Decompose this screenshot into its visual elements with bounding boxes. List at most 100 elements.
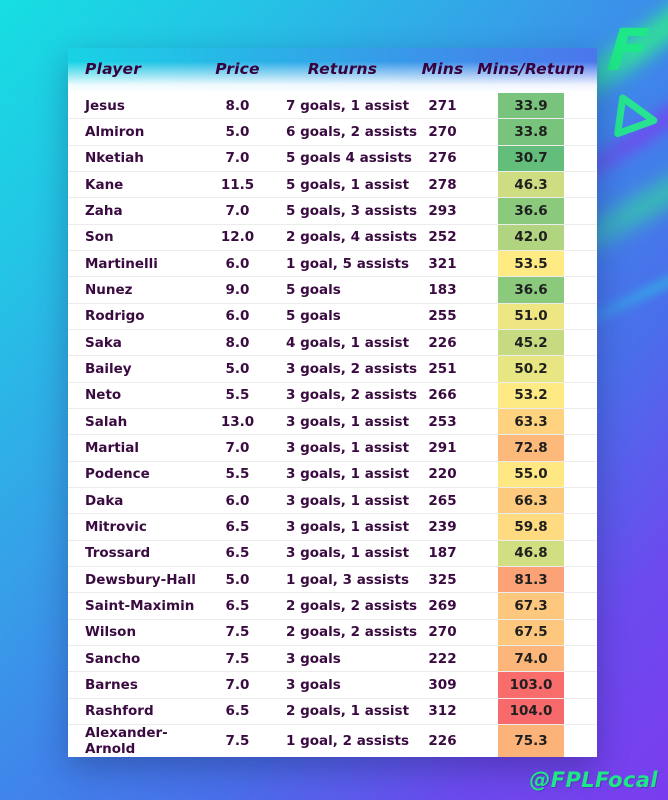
player-cell: Nunez bbox=[85, 281, 133, 298]
player-cell: Kane bbox=[85, 176, 124, 193]
table-row: Daka 6.0 3 goals, 1 assist 265 66.3 bbox=[68, 487, 597, 515]
mins-per-return-cell: 36.6 bbox=[498, 198, 564, 224]
mins-per-return-cell: 103.0 bbox=[498, 672, 564, 698]
mins-per-return-cell-wrap: 63.3 bbox=[465, 408, 597, 435]
mins-per-return-cell-wrap: 46.8 bbox=[465, 540, 597, 566]
mins-per-return-cell-wrap: 46.3 bbox=[465, 171, 597, 198]
column-header-price: Price bbox=[215, 59, 260, 78]
table-row: Rodrigo 6.0 5 goals 255 51.0 bbox=[68, 303, 597, 330]
mins-cell: 239 bbox=[428, 518, 457, 535]
mins-per-return-cell: 72.8 bbox=[498, 435, 564, 461]
player-cell: Daka bbox=[85, 492, 124, 509]
price-cell: 9.0 bbox=[225, 281, 250, 298]
table-row: Kane 11.5 5 goals, 1 assist 278 46.3 bbox=[68, 171, 597, 199]
mins-cell: 253 bbox=[428, 413, 457, 430]
mins-cell: 270 bbox=[428, 123, 457, 140]
mins-per-return-cell: 53.5 bbox=[498, 250, 564, 277]
player-cell: Martial bbox=[85, 439, 140, 456]
mins-cell: 276 bbox=[428, 150, 457, 167]
price-cell: 7.5 bbox=[225, 732, 250, 749]
price-cell: 5.0 bbox=[225, 360, 250, 377]
mins-per-return-cell-wrap: 50.2 bbox=[465, 356, 597, 382]
table-row: Son 12.0 2 goals, 4 assists 252 42.0 bbox=[68, 224, 597, 251]
mins-per-return-cell-wrap: 45.2 bbox=[465, 329, 597, 356]
returns-cell: 5 goals 4 assists bbox=[286, 150, 412, 167]
table-row: Zaha 7.0 5 goals, 3 assists 293 36.6 bbox=[68, 198, 597, 225]
table-row: Almiron 5.0 6 goals, 2 assists 270 33.8 bbox=[68, 119, 597, 146]
table-row: Podence 5.5 3 goals, 1 assist 220 55.0 bbox=[68, 461, 597, 488]
player-cell: Martinelli bbox=[85, 255, 158, 272]
returns-cell: 3 goals, 2 assists bbox=[286, 360, 418, 377]
mins-per-return-cell: 33.8 bbox=[498, 119, 564, 145]
player-cell: Trossard bbox=[85, 545, 151, 562]
price-cell: 6.5 bbox=[225, 545, 250, 562]
price-cell: 6.0 bbox=[225, 492, 250, 509]
returns-cell: 2 goals, 1 assist bbox=[286, 703, 410, 720]
mins-per-return-cell: 55.0 bbox=[498, 461, 564, 487]
mins-per-return-cell-wrap: 74.0 bbox=[465, 645, 597, 672]
mins-cell: 291 bbox=[428, 439, 457, 456]
price-cell: 7.0 bbox=[225, 202, 250, 219]
price-cell: 13.0 bbox=[220, 413, 255, 430]
table-row: Neto 5.5 3 goals, 2 assists 266 53.2 bbox=[68, 382, 597, 409]
mins-per-return-cell: 81.3 bbox=[498, 566, 564, 593]
player-cell: Jesus bbox=[85, 97, 125, 114]
returns-cell: 1 goal, 5 assists bbox=[286, 255, 410, 272]
player-cell: Sancho bbox=[85, 650, 141, 667]
mins-per-return-cell: 67.5 bbox=[498, 619, 564, 645]
triangle-play-icon bbox=[614, 94, 658, 138]
mins-cell: 251 bbox=[428, 360, 457, 377]
mins-per-return-cell: 66.3 bbox=[498, 487, 564, 514]
table-row: Barnes 7.0 3 goals 309 103.0 bbox=[68, 672, 597, 699]
mins-per-return-cell-wrap: 104.0 bbox=[465, 698, 597, 724]
mins-cell: 270 bbox=[428, 624, 457, 641]
table-row: Sancho 7.5 3 goals 222 74.0 bbox=[68, 645, 597, 673]
mins-cell: 265 bbox=[428, 492, 457, 509]
mins-per-return-cell-wrap: 67.3 bbox=[465, 593, 597, 619]
mins-per-return-cell: 74.0 bbox=[498, 645, 564, 672]
column-header-returns: Returns bbox=[307, 59, 378, 78]
mins-per-return-cell-wrap: 36.6 bbox=[465, 198, 597, 224]
table-row: Martial 7.0 3 goals, 1 assist 291 72.8 bbox=[68, 435, 597, 462]
mins-cell: 266 bbox=[428, 387, 457, 404]
mins-cell: 271 bbox=[428, 97, 457, 114]
returns-cell: 5 goals bbox=[286, 281, 341, 298]
mins-per-return-cell: 75.3 bbox=[498, 724, 564, 757]
returns-cell: 3 goals, 1 assist bbox=[286, 545, 410, 562]
mins-cell: 278 bbox=[428, 176, 457, 193]
returns-cell: 2 goals, 4 assists bbox=[286, 229, 418, 246]
mins-per-return-cell-wrap: 36.6 bbox=[465, 277, 597, 303]
mins-per-return-cell-wrap: 67.5 bbox=[465, 619, 597, 645]
mins-per-return-cell: 36.6 bbox=[498, 277, 564, 303]
price-cell: 5.5 bbox=[225, 466, 250, 483]
returns-cell: 5 goals bbox=[286, 308, 341, 325]
returns-cell: 6 goals, 2 assists bbox=[286, 123, 418, 140]
returns-cell: 4 goals, 1 assist bbox=[286, 334, 410, 351]
mins-cell: 309 bbox=[428, 676, 457, 693]
mins-per-return-cell-wrap: 59.8 bbox=[465, 514, 597, 540]
player-cell: Dewsbury-Hall bbox=[85, 571, 196, 588]
table-row: Wilson 7.5 2 goals, 2 assists 270 67.5 bbox=[68, 619, 597, 646]
mins-cell: 293 bbox=[428, 202, 457, 219]
price-cell: 6.5 bbox=[225, 518, 250, 535]
table-row: Saka 8.0 4 goals, 1 assist 226 45.2 bbox=[68, 329, 597, 357]
mins-per-return-cell-wrap: 55.0 bbox=[465, 461, 597, 487]
price-cell: 7.0 bbox=[225, 150, 250, 167]
mins-per-return-cell: 33.9 bbox=[498, 93, 564, 119]
price-cell: 7.0 bbox=[225, 439, 250, 456]
player-cell: Saint-Maximin bbox=[85, 597, 195, 614]
mins-per-return-cell: 46.3 bbox=[498, 171, 564, 198]
table-row: Saint-Maximin 6.5 2 goals, 2 assists 269… bbox=[68, 593, 597, 620]
mins-per-return-cell: 50.2 bbox=[498, 356, 564, 382]
returns-cell: 3 goals, 1 assist bbox=[286, 439, 410, 456]
mins-cell: 226 bbox=[428, 334, 457, 351]
column-header-mins: Mins bbox=[421, 59, 464, 78]
player-cell: Alexander-Arnold bbox=[85, 724, 168, 757]
mins-cell: 255 bbox=[428, 308, 457, 325]
mins-cell: 222 bbox=[428, 650, 457, 667]
price-cell: 7.0 bbox=[225, 676, 250, 693]
returns-cell: 5 goals, 1 assist bbox=[286, 176, 410, 193]
mins-cell: 226 bbox=[428, 732, 457, 749]
returns-cell: 3 goals bbox=[286, 676, 341, 693]
mins-per-return-cell-wrap: 53.5 bbox=[465, 250, 597, 277]
